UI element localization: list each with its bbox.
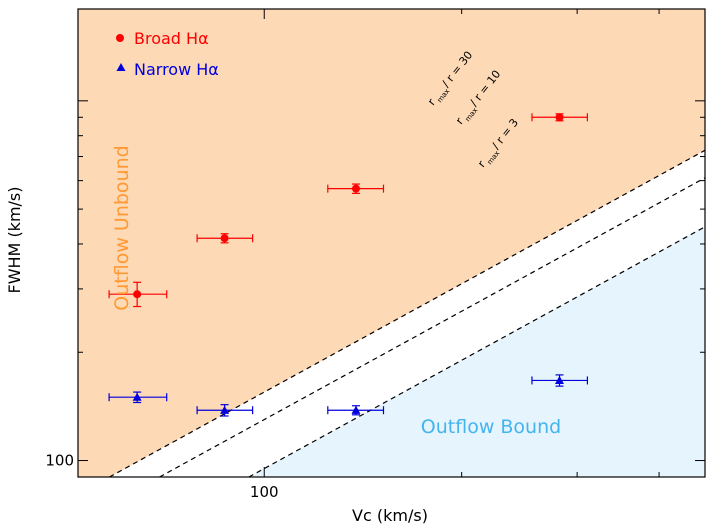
- marker-circle: [133, 290, 142, 299]
- data-point-0-0: [108, 281, 168, 308]
- marker-triangle: [220, 405, 230, 414]
- data-point-1-2: [327, 405, 385, 416]
- data-point-0-3: [531, 113, 588, 122]
- data-point-1-1: [196, 404, 254, 417]
- x-axis-label: Vc (km/s): [352, 506, 428, 525]
- marker-circle: [220, 234, 229, 243]
- region-label-bound: Outflow Bound: [421, 416, 561, 438]
- data-points-layer: [108, 113, 588, 417]
- line-label-30-main: r: [425, 96, 438, 108]
- region-label-unbound: Outflow Unbound: [111, 145, 133, 310]
- legend-narrow-label: Narrow Hα: [134, 60, 219, 79]
- marker-triangle: [351, 405, 361, 414]
- region-0: [78, 9, 705, 477]
- reference-lines-layer: [109, 149, 706, 478]
- legend-broad-marker: [116, 34, 124, 42]
- y-axis-label: FWHM (km/s): [5, 186, 24, 293]
- line-label-10-main: r: [453, 115, 466, 127]
- data-point-0-2: [327, 183, 385, 194]
- marker-circle: [351, 184, 360, 193]
- marker-circle: [555, 113, 564, 122]
- marker-triangle: [555, 375, 565, 385]
- y-tick-label: 100: [45, 452, 74, 470]
- marker-triangle: [132, 392, 142, 401]
- data-point-0-1: [196, 233, 254, 244]
- legend-narrow-marker: [116, 63, 126, 71]
- x-tick-label: 100: [250, 483, 279, 501]
- plot-frame: [77, 8, 706, 478]
- ticks-layer: 100 100: [45, 9, 705, 501]
- line-label-3-main: r: [475, 158, 488, 170]
- regions-layer: [78, 9, 706, 477]
- legend: Broad Hα Narrow Hα: [116, 29, 219, 79]
- reference-line-1: [159, 177, 706, 478]
- data-point-1-3: [531, 374, 588, 387]
- reference-line-2: [248, 226, 706, 478]
- legend-broad-label: Broad Hα: [134, 29, 209, 48]
- data-point-1-0: [108, 391, 168, 404]
